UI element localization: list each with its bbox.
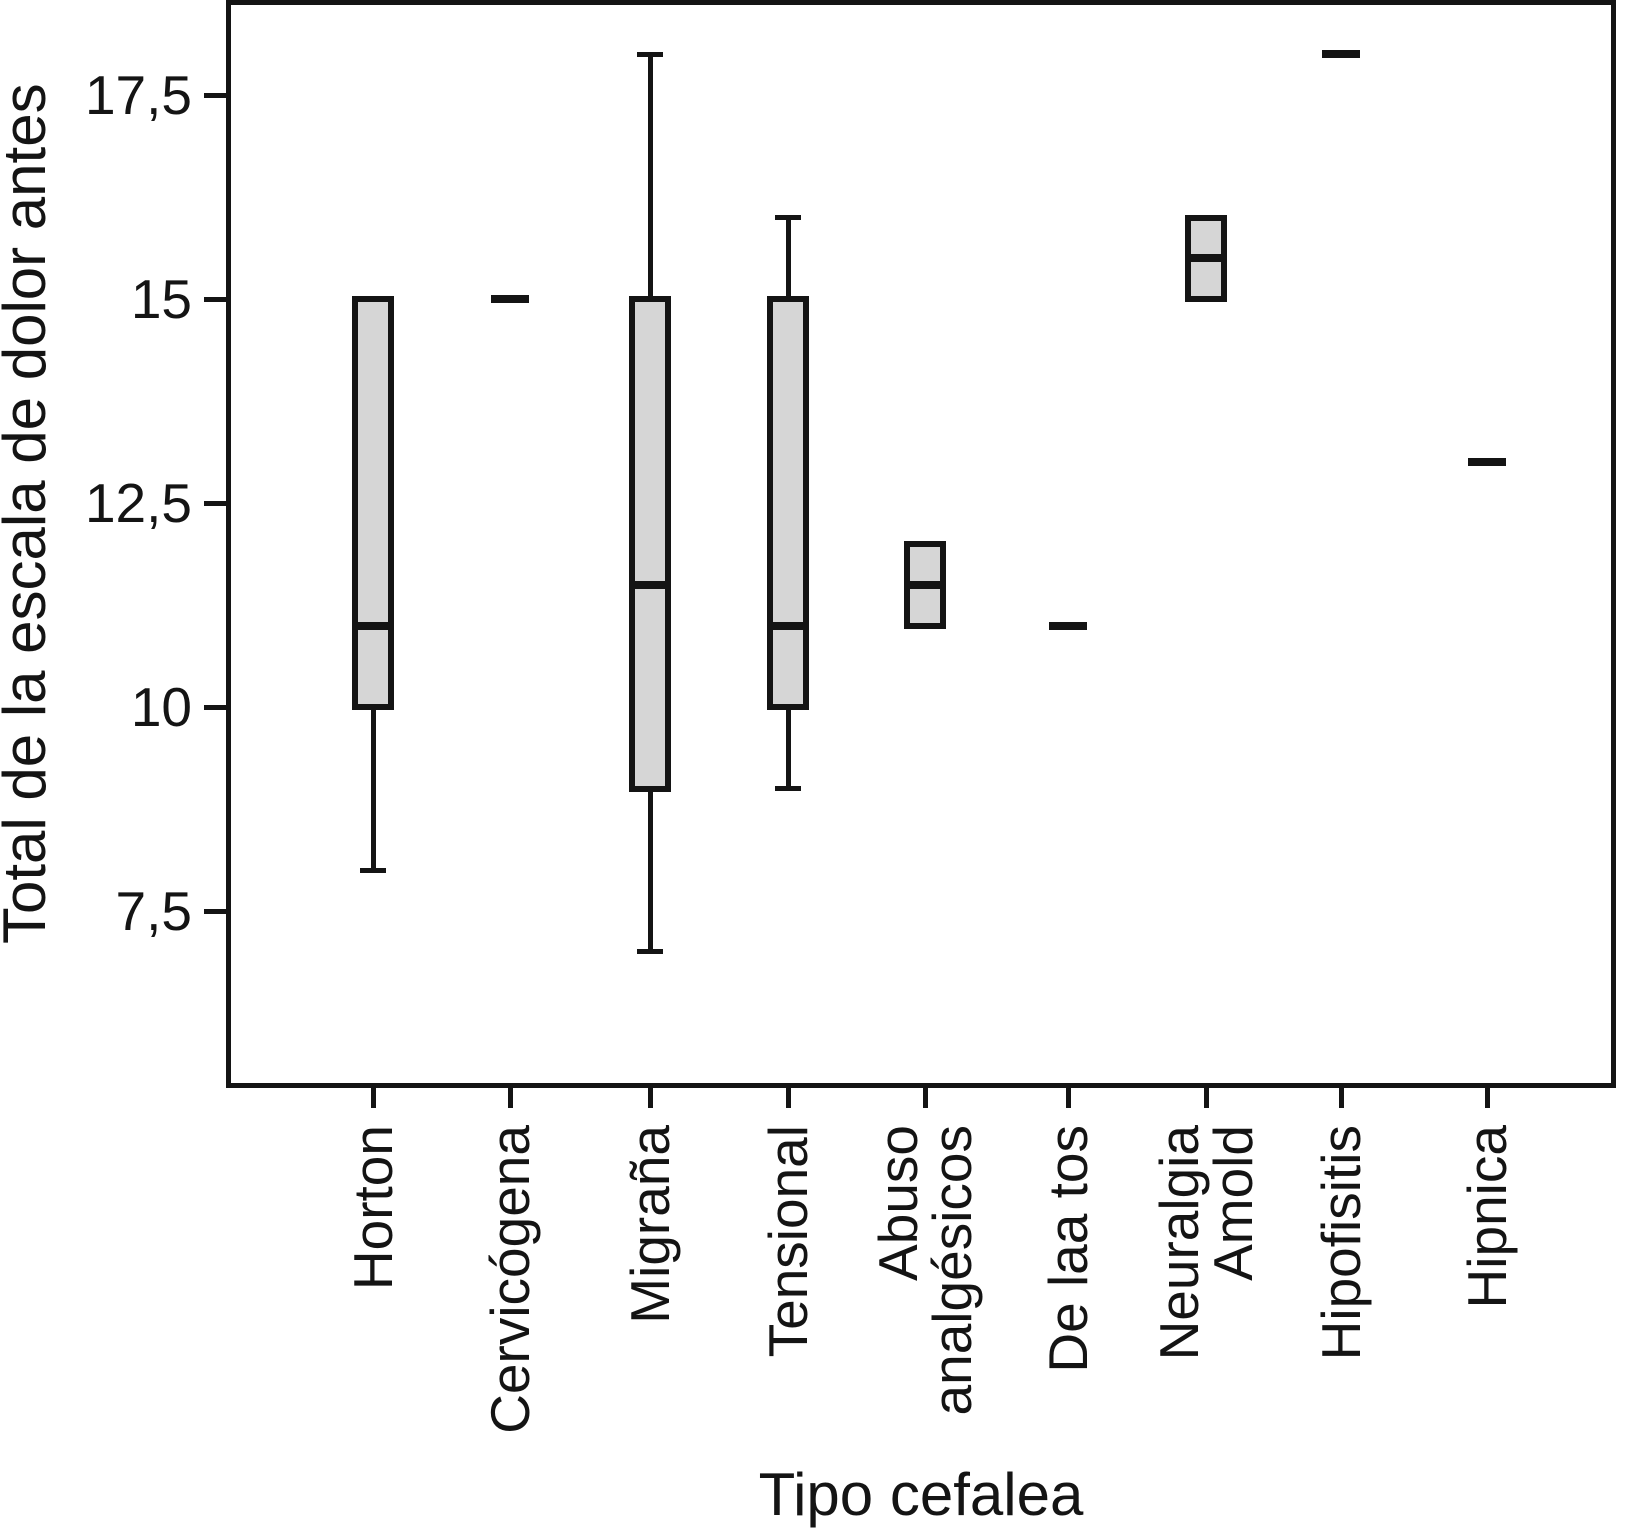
box-migrana (629, 296, 671, 792)
y-tick-mark-7-5 (204, 908, 228, 914)
x-tick-label-de-laa-tos: De laa tos (1037, 1125, 1099, 1373)
value-dash-de-laa-tos (1049, 621, 1087, 630)
median-migrana (629, 580, 671, 589)
x-tick-label-neuralgia-amold: Neuralgia Amold (1148, 1125, 1264, 1361)
y-tick-label-17-5: 17,5 (84, 64, 192, 127)
y-axis-title: Total de la escala de dolor antes (0, 83, 58, 944)
x-tick-label-abuso-analgesicos: Abuso analgésicos (867, 1125, 983, 1416)
x-tick-mark-hipnica (1484, 1086, 1490, 1108)
x-tick-label-hipofisitis: Hipofisitis (1310, 1125, 1372, 1361)
median-neuralgia-amold (1185, 254, 1227, 263)
lower-whisker-horton (370, 707, 376, 871)
value-dash-hipofisitis (1322, 50, 1360, 59)
value-dash-cervicogena (491, 295, 529, 304)
y-tick-mark-12-5 (204, 500, 228, 506)
y-tick-label-10: 10 (130, 676, 192, 739)
y-tick-label-12-5: 12,5 (84, 472, 192, 535)
median-abuso-analgesicos (904, 580, 946, 589)
lower-whisker-tensional (785, 707, 791, 789)
box-tensional (767, 296, 809, 711)
box-horton (352, 296, 394, 711)
y-tick-label-15: 15 (130, 268, 192, 331)
upper-whisker-cap-migrana (637, 51, 663, 57)
x-tick-label-migrana: Migraña (619, 1125, 681, 1324)
x-tick-label-hipnica: Hipnica (1456, 1125, 1518, 1309)
x-tick-label-cervicogena: Cervicógena (479, 1125, 541, 1434)
x-tick-label-tensional: Tensional (757, 1125, 819, 1358)
x-axis-title: Tipo cefalea (758, 1461, 1084, 1528)
x-tick-mark-migrana (647, 1086, 653, 1108)
x-tick-label-horton: Horton (342, 1125, 404, 1291)
y-tick-label-7-5: 7,5 (115, 880, 192, 943)
median-tensional (767, 621, 809, 630)
value-dash-hipnica (1468, 458, 1506, 467)
x-tick-mark-horton (370, 1086, 376, 1108)
upper-whisker-migrana (647, 54, 653, 300)
y-tick-mark-17-5 (204, 92, 228, 98)
lower-whisker-cap-migrana (637, 949, 663, 955)
upper-whisker-cap-tensional (775, 215, 801, 221)
x-tick-mark-hipofisitis (1338, 1086, 1344, 1108)
x-tick-mark-tensional (785, 1086, 791, 1108)
lower-whisker-migrana (647, 788, 653, 952)
y-tick-mark-15 (204, 296, 228, 302)
lower-whisker-cap-tensional (775, 786, 801, 792)
median-horton (352, 621, 394, 630)
lower-whisker-cap-horton (360, 867, 386, 873)
x-tick-mark-de-laa-tos (1065, 1086, 1071, 1108)
x-tick-mark-neuralgia-amold (1203, 1086, 1209, 1108)
x-tick-mark-cervicogena (507, 1086, 513, 1108)
y-tick-mark-10 (204, 704, 228, 710)
upper-whisker-tensional (785, 217, 791, 300)
x-tick-mark-abuso-analgesicos (922, 1086, 928, 1108)
